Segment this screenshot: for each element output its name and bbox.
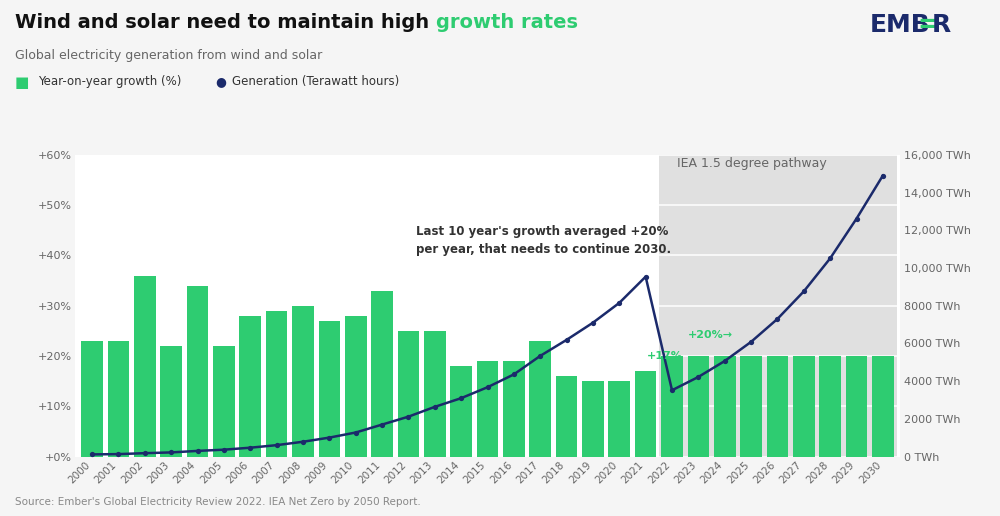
Bar <box>371 291 393 457</box>
Bar <box>608 381 630 457</box>
Bar <box>134 276 156 457</box>
Text: +17%: +17% <box>647 350 683 361</box>
Text: EMB: EMB <box>870 13 931 37</box>
Bar <box>108 341 129 457</box>
Text: ●: ● <box>215 75 226 88</box>
Text: growth rates: growth rates <box>436 13 578 32</box>
Bar <box>239 316 261 457</box>
Bar <box>160 346 182 457</box>
Text: =: = <box>917 13 938 37</box>
Bar <box>187 285 208 457</box>
Bar <box>450 366 472 457</box>
Bar <box>529 341 551 457</box>
Bar <box>635 371 656 457</box>
Bar <box>556 376 577 457</box>
Bar <box>659 155 897 457</box>
Bar <box>81 341 103 457</box>
Bar <box>345 316 367 457</box>
Bar <box>714 356 736 457</box>
Bar <box>266 311 287 457</box>
Text: Global electricity generation from wind and solar: Global electricity generation from wind … <box>15 49 322 62</box>
Text: IEA 1.5 degree pathway: IEA 1.5 degree pathway <box>677 157 827 170</box>
Bar <box>740 356 762 457</box>
Text: ■: ■ <box>15 75 29 90</box>
Bar <box>213 346 235 457</box>
Bar <box>503 361 525 457</box>
Bar <box>477 361 498 457</box>
Bar <box>819 356 841 457</box>
Bar <box>424 331 446 457</box>
Bar <box>793 356 815 457</box>
Text: +20%→: +20%→ <box>688 330 733 341</box>
Bar <box>688 356 709 457</box>
Text: Generation (Terawatt hours): Generation (Terawatt hours) <box>232 75 399 88</box>
Bar <box>846 356 867 457</box>
Text: Source: Ember's Global Electricity Review 2022. IEA Net Zero by 2050 Report.: Source: Ember's Global Electricity Revie… <box>15 497 421 507</box>
Bar <box>767 356 788 457</box>
Text: R: R <box>932 13 951 37</box>
Text: Last 10 year's growth averaged +20%
per year, that needs to continue 2030.: Last 10 year's growth averaged +20% per … <box>416 225 671 256</box>
Bar <box>661 356 683 457</box>
Bar <box>582 381 604 457</box>
Text: Wind and solar need to maintain high: Wind and solar need to maintain high <box>15 13 436 32</box>
Bar <box>319 321 340 457</box>
Bar <box>292 305 314 457</box>
Text: Year-on-year growth (%): Year-on-year growth (%) <box>38 75 181 88</box>
Bar <box>872 356 894 457</box>
Bar <box>398 331 419 457</box>
